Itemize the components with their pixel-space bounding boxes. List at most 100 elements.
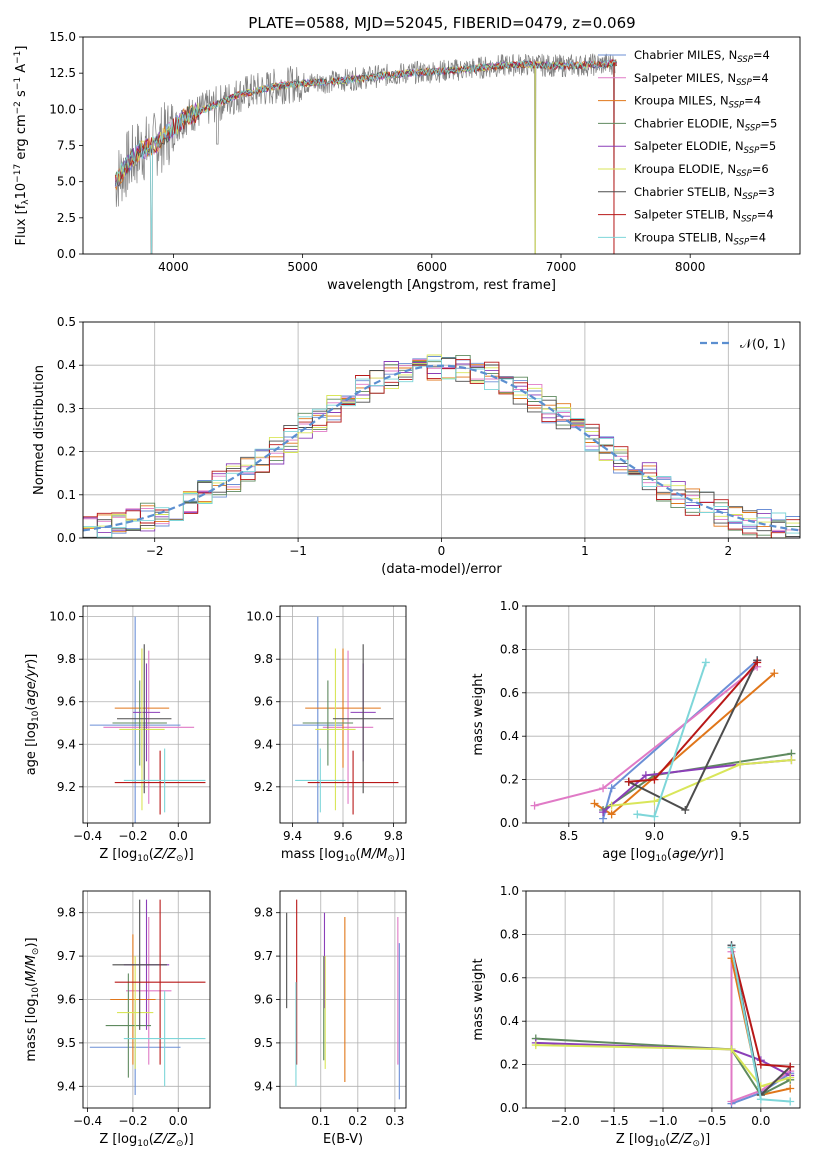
- legend-entry: Chabrier ELODIE, NSSP=5: [634, 116, 777, 133]
- x-tick-label: 9.6: [333, 829, 352, 843]
- weight-marker: [786, 1084, 795, 1093]
- errorbar-kroupa_elodie: [117, 956, 154, 1069]
- axes-frame: [82, 890, 211, 1109]
- y-tick-label: 9.4: [254, 1079, 273, 1093]
- plot-area: [292, 616, 399, 823]
- y-tick-label: 0.2: [57, 445, 76, 459]
- y-tick-label: 0.2: [500, 773, 519, 787]
- y-tick-label: 7.5: [57, 139, 76, 153]
- errorbar-chabrier_stelib: [112, 899, 167, 1030]
- y-tick-label: 9.6: [57, 695, 76, 709]
- histogram-kroupa_stelib: [83, 359, 800, 538]
- x-tick-label: 0.3: [385, 1114, 404, 1128]
- errorbar-kroupa_stelib: [295, 748, 346, 813]
- weight-marker: [786, 1062, 795, 1071]
- y-tick-label: 0.1: [57, 488, 76, 502]
- weight-marker: [756, 1095, 765, 1104]
- x-tick-label: −1: [289, 544, 307, 558]
- y-tick-label: 9.6: [254, 993, 273, 1007]
- plot-area: [531, 941, 795, 1108]
- y-tick-label: 0.5: [57, 315, 76, 329]
- weight-marker: [599, 808, 608, 817]
- errorbar-salpeter_stelib: [307, 750, 399, 815]
- weight-marker: [727, 1097, 736, 1106]
- y-tick-label: 9.8: [57, 906, 76, 920]
- weight-marker: [727, 1045, 736, 1054]
- model-line-kroupa_stelib: [115, 59, 617, 254]
- y-axis-label: age [log10(age/yr)]: [24, 654, 41, 776]
- x-tick-label: 9.5: [731, 829, 750, 843]
- x-tick-label: 1: [581, 544, 589, 558]
- plot-area: [89, 899, 206, 1095]
- x-tick-label: 7000: [546, 260, 577, 274]
- axes-frame: [279, 890, 407, 1109]
- legend-entry: Chabrier STELIB, NSSP=3: [634, 185, 775, 202]
- y-tick-label: 0.0: [57, 247, 76, 261]
- errorbar-chabrier_elodie: [112, 680, 167, 766]
- x-tick-label: 0: [438, 544, 446, 558]
- errorbar-kroupa_elodie: [315, 648, 356, 811]
- panel-weight_vs_age: 8.5 9.0 9.5 0.0 0.2 0.4 0.6 0.8 1.0 age [log10(ag…: [471, 599, 801, 864]
- y-tick-label: 9.4: [57, 1079, 76, 1093]
- weight-line-salpeter_elodie: [535, 1041, 791, 1077]
- weight-marker: [624, 777, 633, 786]
- y-axis-label: Normed distribution: [32, 365, 47, 495]
- x-tick-label: −0.2: [118, 829, 147, 843]
- plot-area: [530, 656, 796, 823]
- x-tick-label: −0.2: [118, 1114, 147, 1128]
- errorbar-salpeter_stelib: [114, 899, 206, 1065]
- x-axis-label: wavelength [Angstrom, rest frame]: [327, 278, 556, 293]
- x-axis-label: E(B-V): [323, 1132, 363, 1147]
- y-tick-label: 1.0: [500, 599, 519, 613]
- errorbar-chabrier_stelib: [332, 644, 394, 794]
- y-tick-label: 0.6: [500, 971, 519, 985]
- weight-marker: [681, 805, 690, 814]
- errorbar-chabrier_elodie: [105, 973, 152, 1078]
- panel-age_vs_Z: −0.4 −0.2 0.0 9.2 9.4 9.6 9.8 10.0 Z [log10(Z/Z⊙…: [24, 605, 211, 864]
- y-tick-label: 0.8: [500, 642, 519, 656]
- legend-entry: Kroupa STELIB, NSSP=4: [634, 230, 766, 247]
- weight-marker: [590, 799, 599, 808]
- weight-marker: [607, 810, 616, 819]
- y-tick-label: 9.4: [57, 737, 76, 751]
- y-tick-label: 0.8: [500, 927, 519, 941]
- errorbar-kroupa_stelib: [123, 748, 206, 813]
- weight-marker: [787, 756, 796, 765]
- axes-frame: [82, 36, 801, 255]
- y-tick-label: 0.3: [57, 401, 76, 415]
- panel-mass_vs_ebv: 0.1 0.2 0.3 9.4 9.5 9.6 9.7 9.8 E(B-V): [254, 890, 407, 1147]
- panel-mass_vs_Z: −0.4 −0.2 0.0 9.4 9.5 9.6 9.7 9.8 Z [log10(Z/Z⊙)…: [24, 890, 211, 1149]
- x-tick-label: 0.2: [348, 1114, 367, 1128]
- weight-marker: [727, 943, 736, 952]
- plot-area: [83, 354, 800, 538]
- y-tick-label: 5.0: [57, 175, 76, 189]
- y-tick-label: 9.7: [57, 949, 76, 963]
- weight-marker: [701, 658, 710, 667]
- weight-marker: [650, 797, 659, 806]
- y-axis-label: Flux [fλ10−17 erg cm−2 s−1 A−1]: [13, 46, 31, 246]
- weight-marker: [756, 1060, 765, 1069]
- x-tick-label: 9.0: [645, 829, 664, 843]
- errorbar-kroupa_elodie: [119, 648, 165, 811]
- weight-line-chabrier_elodie: [535, 1037, 791, 1097]
- y-tick-label: 9.8: [57, 652, 76, 666]
- panel-weight_vs_Z: −2.0 −1.5 −1.0 −0.5 0.0 0.0 0.2 0.4 0.6 0.8 1.0 Z […: [471, 884, 801, 1149]
- weight-marker: [641, 771, 650, 780]
- errorbar-kroupa_miles: [110, 934, 156, 1065]
- y-axis-label: mass [log10(M/M⊙)]: [24, 937, 41, 1061]
- errorbar-salpeter_miles: [103, 650, 195, 804]
- y-tick-label: 9.2: [57, 780, 76, 794]
- plot-area: [89, 616, 206, 823]
- axes-frame: [525, 890, 801, 1109]
- x-tick-label: −2: [146, 544, 164, 558]
- x-tick-label: 9.8: [384, 829, 403, 843]
- x-tick-label: 0.0: [169, 1114, 188, 1128]
- y-tick-label: 0.0: [500, 1101, 519, 1115]
- weight-marker: [633, 810, 642, 819]
- y-tick-label: 15.0: [49, 30, 76, 44]
- x-axis-label: age [log10(age/yr)]: [602, 847, 724, 864]
- legend: 𝒩(0, 1): [700, 336, 786, 351]
- legend-entry: Kroupa ELODIE, NSSP=6: [634, 162, 769, 179]
- y-tick-label: 10.0: [49, 610, 76, 624]
